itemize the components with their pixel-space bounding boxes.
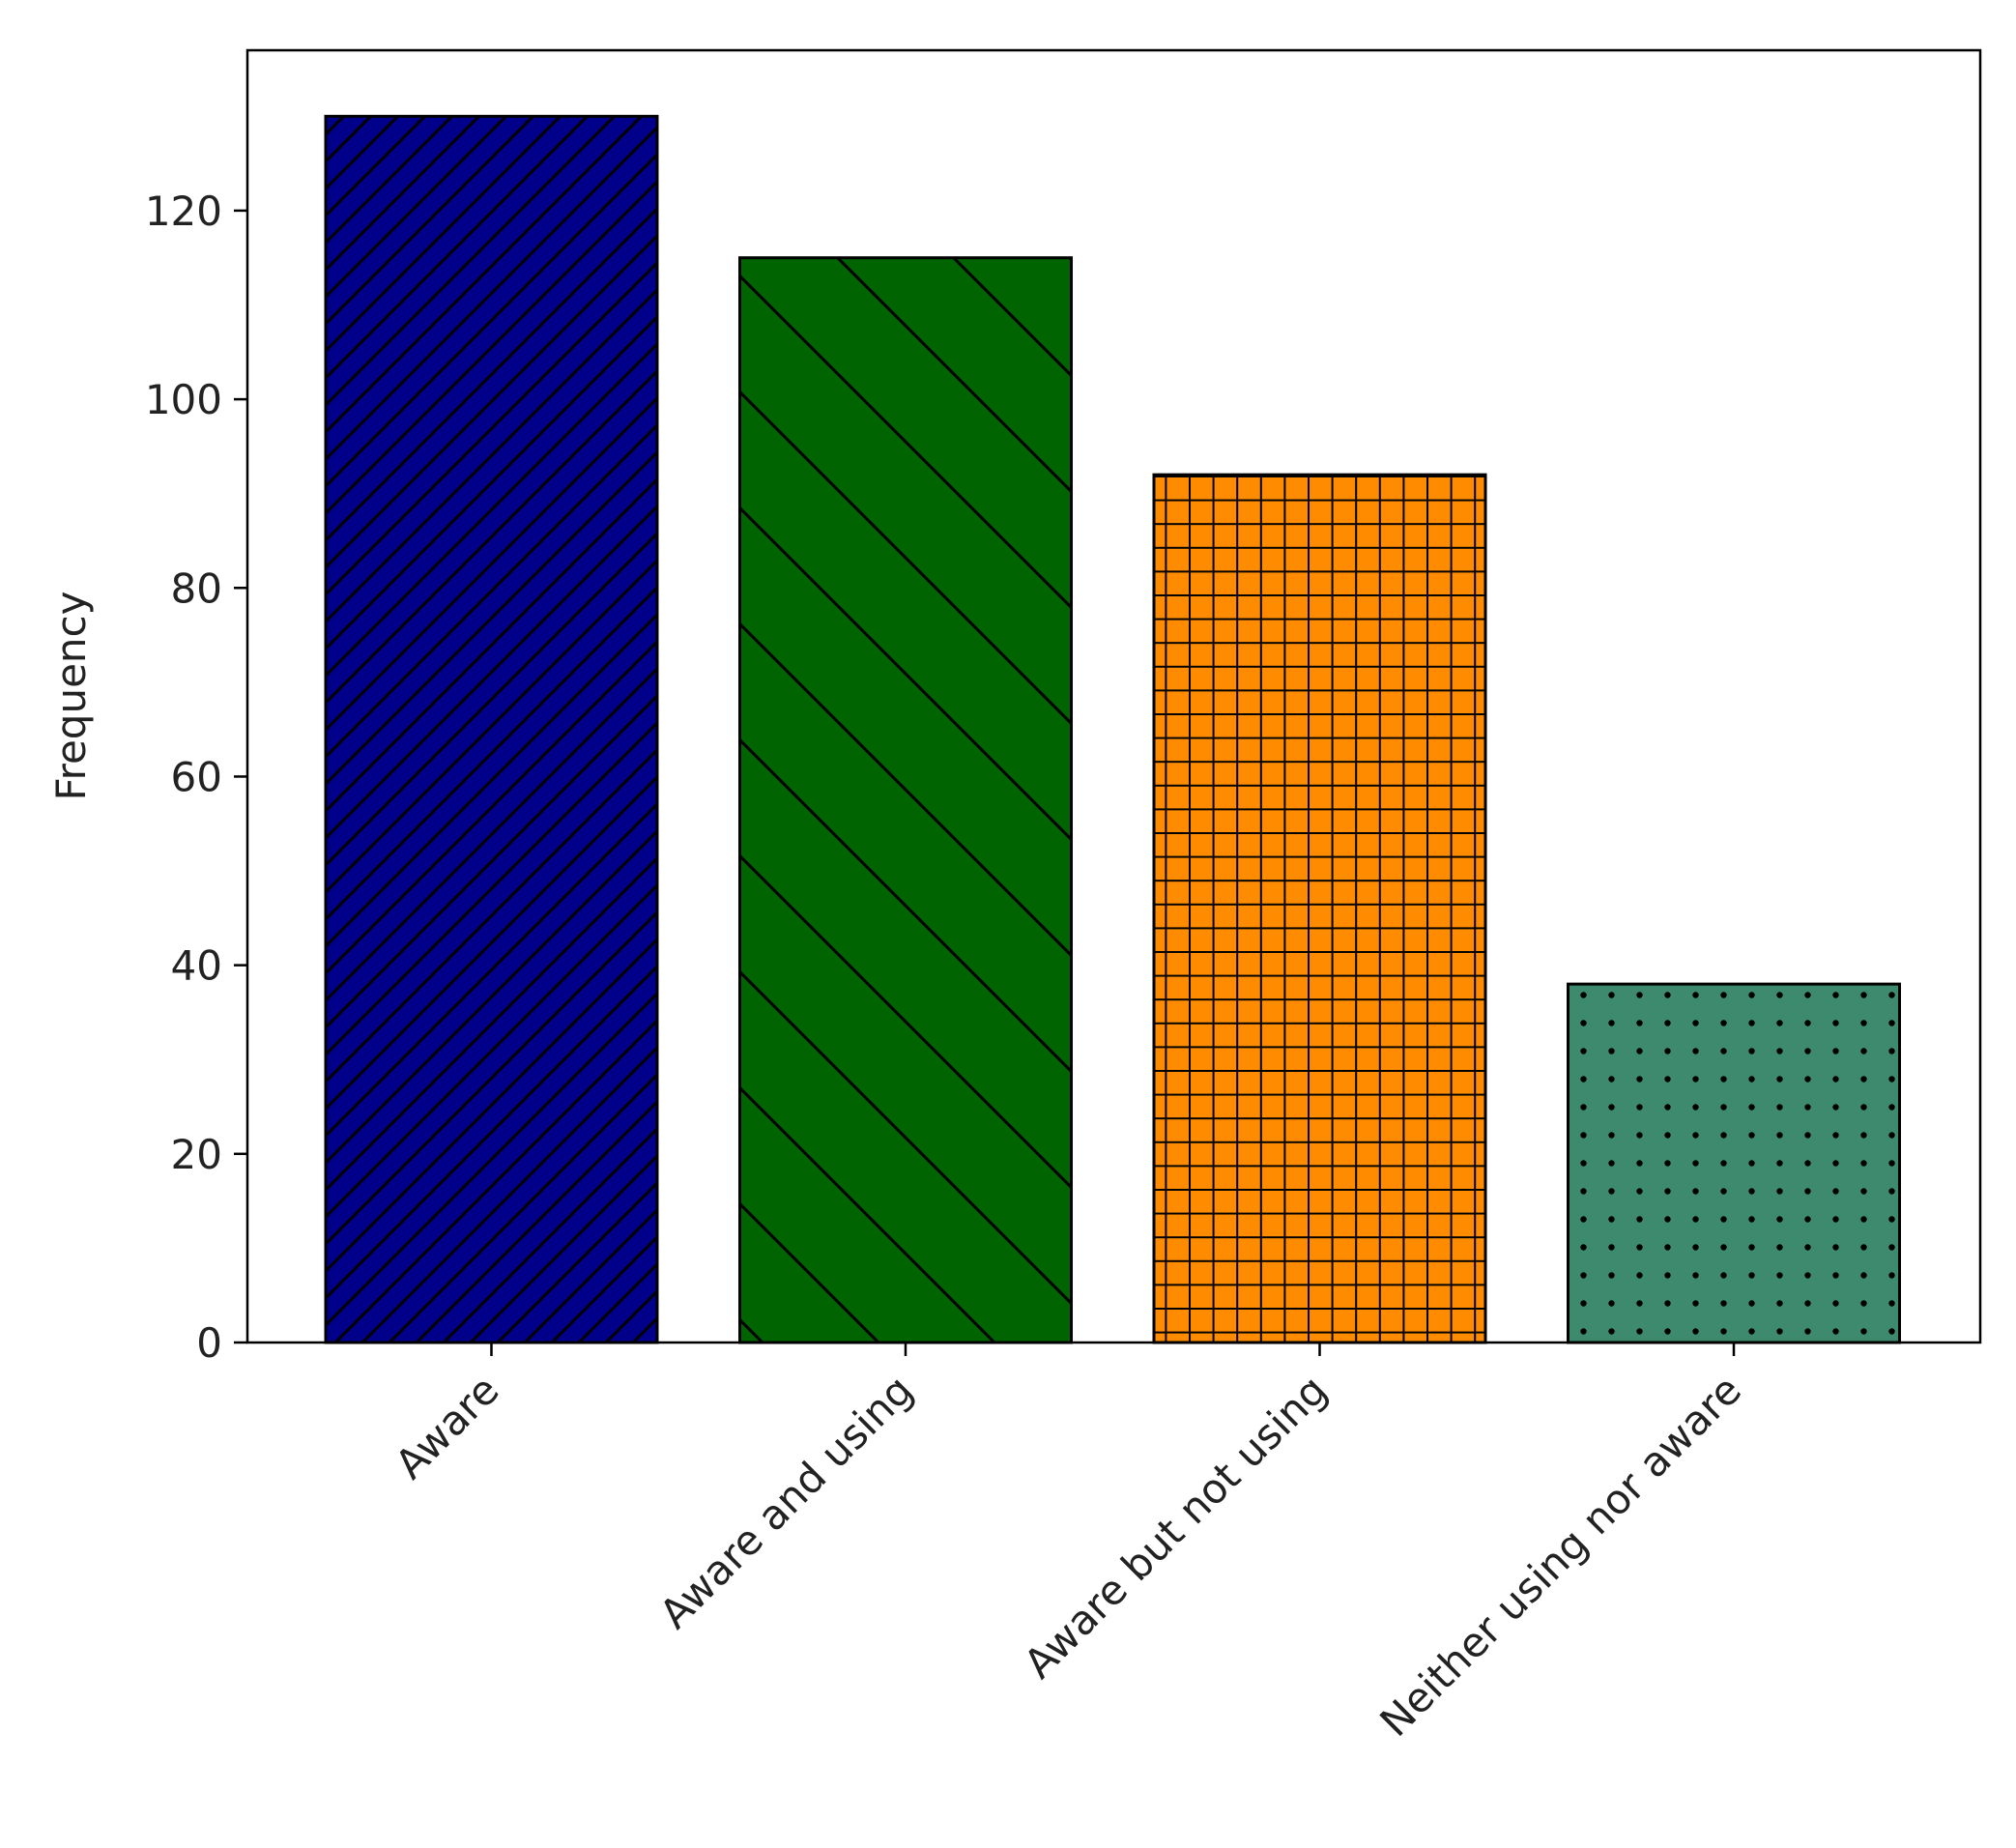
bar-aware xyxy=(324,114,659,1344)
bar-neither-using-nor-aware xyxy=(1567,982,1901,1344)
y-tick-label: 80 xyxy=(171,564,222,612)
y-tick-label: 20 xyxy=(171,1131,222,1178)
x-tick-label: Aware and using xyxy=(650,1366,922,1637)
plot-frame xyxy=(245,48,1982,1344)
y-tick-label: 120 xyxy=(145,188,222,235)
y-axis-ticks: 0 20 40 60 80 100 120 xyxy=(145,188,247,1367)
bar-aware-but-not-using xyxy=(1152,473,1487,1344)
y-tick-label: 100 xyxy=(145,376,222,423)
x-tick-label: Neither using nor aware xyxy=(1370,1366,1750,1746)
y-tick-label: 60 xyxy=(171,753,222,800)
x-tick-label: Aware xyxy=(386,1366,507,1487)
y-tick-label: 0 xyxy=(196,1319,222,1367)
y-tick-label: 40 xyxy=(171,942,222,990)
bars-layer xyxy=(324,114,1901,1344)
bar-aware-and-using xyxy=(738,256,1073,1344)
x-tick-label: Aware but not using xyxy=(1015,1366,1337,1688)
x-axis-ticks: Aware Aware and using Aware but not using N… xyxy=(386,1343,1750,1746)
y-axis-label: Frequency xyxy=(47,592,95,801)
